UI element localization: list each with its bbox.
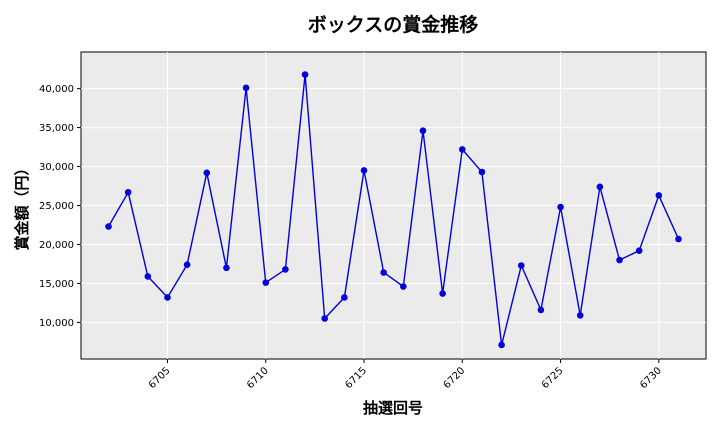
data-point bbox=[419, 127, 427, 134]
y-tick-label: 40,000 bbox=[39, 84, 74, 95]
data-point bbox=[675, 235, 682, 243]
data-point bbox=[282, 266, 289, 273]
y-axis-label: 賞金額（円） bbox=[13, 160, 31, 250]
data-point bbox=[478, 168, 486, 176]
data-point bbox=[321, 315, 329, 322]
data-point bbox=[105, 223, 112, 230]
data-point bbox=[124, 188, 132, 196]
data-point bbox=[655, 192, 663, 199]
data-point bbox=[458, 146, 466, 153]
data-point bbox=[242, 84, 250, 92]
series-layer bbox=[105, 71, 682, 349]
data-point bbox=[380, 269, 387, 276]
y-tick-label: 35,000 bbox=[39, 123, 74, 134]
grid bbox=[81, 52, 706, 359]
data-point bbox=[557, 203, 564, 211]
series-line bbox=[107, 74, 680, 346]
data-point bbox=[616, 256, 623, 264]
data-point bbox=[301, 71, 309, 78]
data-point bbox=[439, 290, 446, 297]
y-tick-label: 20,000 bbox=[39, 240, 74, 251]
data-point bbox=[144, 273, 152, 280]
data-point bbox=[400, 283, 407, 290]
x-axis-label: 抽選回号 bbox=[363, 399, 423, 417]
y-tick-label: 15,000 bbox=[39, 279, 74, 290]
data-point bbox=[360, 167, 368, 174]
data-point bbox=[498, 341, 505, 349]
data-point bbox=[262, 279, 270, 286]
y-tick-label: 30,000 bbox=[39, 162, 74, 173]
data-point bbox=[203, 169, 211, 177]
chart-title: ボックスの賞金推移 bbox=[308, 13, 478, 36]
data-point bbox=[596, 183, 604, 191]
data-point bbox=[164, 294, 171, 301]
data-point bbox=[517, 262, 525, 269]
data-point bbox=[635, 247, 643, 254]
data-point bbox=[341, 294, 348, 301]
y-tick-label: 25,000 bbox=[39, 201, 74, 212]
data-point bbox=[223, 264, 230, 272]
data-point bbox=[537, 306, 545, 314]
y-tick-label: 10,000 bbox=[39, 318, 74, 329]
data-point bbox=[183, 261, 191, 269]
data-point bbox=[576, 312, 584, 319]
